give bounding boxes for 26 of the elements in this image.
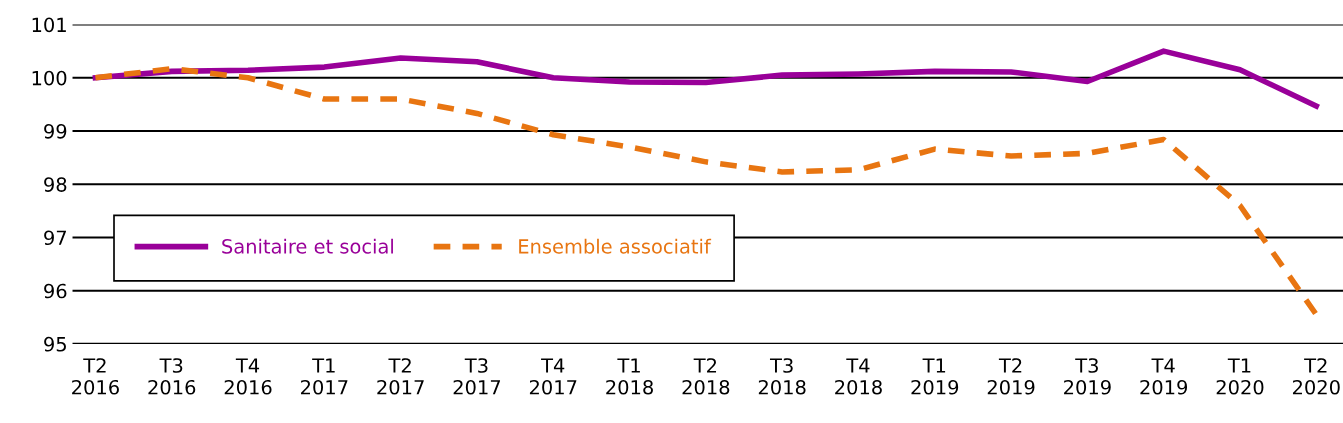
x-tick-label: T3 2017 (453, 358, 501, 395)
x-tick-label: T4 2018 (835, 358, 882, 395)
x-tick-label: T2 2018 (682, 358, 730, 395)
x-tick-label: T1 2018 (606, 358, 653, 395)
x-tick-label: T2 2019 (987, 358, 1035, 395)
x-tick-label: T2 2016 (72, 358, 119, 395)
y-tick-label: 96 (44, 283, 67, 299)
x-tick-label: T1 2017 (301, 358, 348, 395)
x-tick-label: T2 2017 (377, 358, 424, 395)
x-tick-label: T3 2018 (758, 358, 806, 395)
y-tick-label: 99 (44, 123, 67, 139)
x-tick-label: T4 2017 (529, 358, 577, 395)
x-tick-label: T1 2020 (1216, 358, 1264, 395)
y-tick-label: 98 (44, 177, 67, 192)
y-tick-label: 97 (44, 230, 66, 246)
y-tick-label: 100 (32, 70, 67, 86)
y-tick-label: 101 (32, 17, 66, 33)
x-tick-label: T4 2019 (1140, 358, 1188, 395)
y-tick-label: 95 (44, 336, 66, 352)
legend-label: Ensemble associatif (519, 238, 712, 254)
x-tick-label: T4 2016 (224, 358, 272, 395)
x-tick-label: T1 2019 (911, 358, 959, 395)
x-tick-label: T2 2020 (1292, 358, 1340, 395)
x-tick-label: T3 2019 (1064, 358, 1111, 395)
legend-label: Sanitaire et social (222, 238, 393, 254)
x-tick-label: T3 2016 (148, 358, 196, 395)
